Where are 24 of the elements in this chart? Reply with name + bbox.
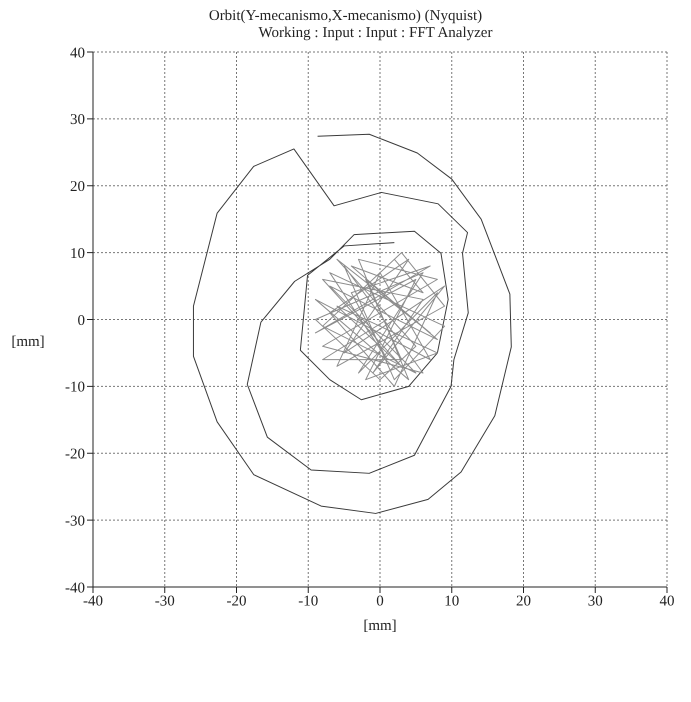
x-tick-label: -40 (83, 594, 103, 610)
y-tick-label: 0 (78, 312, 85, 329)
x-tick-label: 20 (516, 594, 531, 610)
x-axis-title: [mm] (363, 618, 397, 634)
y-tick-label: 30 (70, 112, 85, 128)
y-tick-label: 10 (70, 246, 85, 262)
y-tick-label: -30 (65, 513, 85, 530)
y-tick-label: -20 (65, 446, 85, 463)
y-tick-label: 20 (70, 179, 85, 196)
x-tick-label: 0 (376, 594, 384, 610)
x-tick-label: 10 (444, 594, 460, 610)
chart-title: Orbit(Y-mecanismo,X-mecanismo) (Nyquist) (208, 8, 484, 25)
x-tick-label: 30 (588, 594, 603, 610)
line-series (192, 134, 512, 514)
y-tick-label: -10 (65, 380, 85, 396)
x-tick-label: 40 (660, 594, 674, 610)
y-tick-label: -40 (65, 580, 85, 596)
x-tick-label: -10 (298, 594, 318, 610)
line-series (314, 252, 446, 387)
chart-subtitle: Working : Input : Input : FFT Analyzer (258, 25, 494, 42)
x-tick-label: -20 (226, 594, 246, 610)
y-tick-label: 40 (70, 45, 85, 62)
x-tick-label: -30 (154, 594, 175, 610)
y-axis-title: [mm] (10, 334, 46, 350)
